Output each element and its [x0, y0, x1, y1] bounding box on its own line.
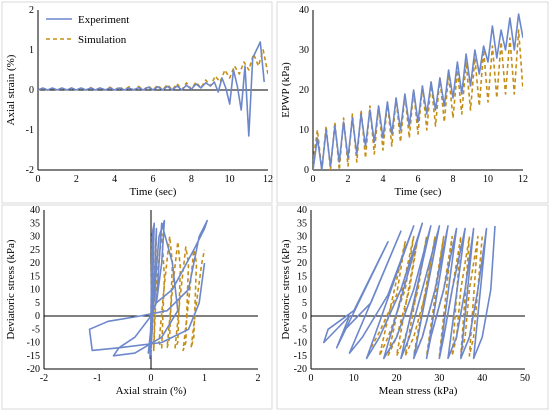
x-tick-label: 8 — [189, 174, 194, 185]
x-tick-label: 50 — [520, 373, 530, 384]
y-tick-label: 30 — [30, 232, 40, 243]
y-tick-label: 10 — [299, 125, 309, 136]
chart-panel-top-right: 0 2 4 6 8 10 12 0 10 20 30 40 Time (sec) EPWP (kPa) — [276, 1, 549, 204]
x-tick-label: 20 — [392, 373, 402, 384]
y-axis-label: Deviatoric stress (kPa) — [5, 239, 17, 340]
y-tick-label: 0 — [302, 311, 307, 322]
y-tick-label: 1 — [29, 45, 34, 56]
series-line-simulation — [38, 49, 268, 91]
y-tick-label: -10 — [27, 338, 40, 349]
chart-panel-bottom-right: 0 10 20 30 40 50 -20 -15 -10 -5 0 5 10 15 20 25 30 35 40 Me… — [276, 204, 549, 410]
y-tick-label: -20 — [294, 364, 307, 375]
x-tick-label: 6 — [151, 174, 156, 185]
y-tick-label: 0 — [304, 165, 309, 176]
y-tick-label: 30 — [299, 45, 309, 56]
y-tick-label: 15 — [297, 271, 307, 282]
y-tick-label: -5 — [299, 324, 307, 335]
panel-frame — [1, 1, 273, 204]
chart-panel-bottom-left: -2 -1 0 1 2-20-15-10-50510152025303540Axial … — [1, 204, 273, 410]
x-axis-label: Axial strain (%) — [116, 385, 187, 397]
x-tick-label: 0 — [149, 373, 154, 384]
y-tick-label: 15 — [30, 271, 40, 282]
x-tick-label: 10 — [349, 373, 359, 384]
y-tick-label: -10 — [294, 338, 307, 349]
x-tick-label: 10 — [225, 174, 235, 185]
x-tick-label: 1 — [202, 373, 207, 384]
y-tick-label: 10 — [30, 285, 40, 296]
x-tick-label: 2 — [74, 174, 79, 185]
panel-frame — [276, 204, 549, 410]
x-tick-label: 4 — [112, 174, 117, 185]
y-axis-label: Axial strain (%) — [5, 54, 17, 125]
x-tick-label: -1 — [93, 373, 101, 384]
x-tick-label: 0 — [311, 174, 316, 185]
x-tick-label: 40 — [477, 373, 487, 384]
y-tick-label: -1 — [26, 125, 34, 136]
y-tick-label: 2 — [29, 5, 34, 16]
series-line-simulation — [313, 29, 523, 170]
legend-label-simulation: Simulation — [78, 34, 127, 46]
y-axis-label: Deviatoric stress (kPa) — [280, 239, 292, 340]
x-tick-label: 2 — [346, 174, 351, 185]
y-tick-label: -15 — [294, 351, 307, 362]
x-axis-label: Mean stress (kPa) — [379, 385, 458, 397]
x-tick-label: 12 — [518, 174, 528, 185]
x-tick-label: 10 — [483, 174, 493, 185]
y-tick-label: 5 — [302, 298, 307, 309]
y-tick-label: 10 — [297, 285, 307, 296]
y-tick-label: 40 — [30, 205, 40, 216]
x-tick-label: 2 — [256, 373, 261, 384]
y-tick-label: 20 — [30, 258, 40, 269]
legend-label-experiment: Experiment — [78, 14, 129, 26]
y-tick-label: 25 — [297, 245, 307, 256]
y-tick-label: 40 — [299, 5, 309, 16]
x-tick-label: 4 — [381, 174, 386, 185]
x-tick-label: 12 — [263, 174, 273, 185]
series-line-experiment — [322, 222, 496, 360]
x-tick-label: -2 — [40, 373, 48, 384]
x-tick-label: 30 — [434, 373, 444, 384]
y-tick-label: -5 — [32, 324, 40, 335]
y-tick-label: -2 — [26, 165, 34, 176]
y-tick-label: 20 — [299, 85, 309, 96]
series-line-experiment — [38, 41, 265, 137]
series-line-experiment — [313, 13, 523, 170]
y-axis-label: EPWP (kPa) — [280, 62, 292, 118]
y-tick-label: 30 — [297, 232, 307, 243]
y-tick-label: 0 — [35, 311, 40, 322]
y-tick-label: 35 — [297, 218, 307, 229]
x-tick-label: 8 — [451, 174, 456, 185]
x-tick-label: 0 — [309, 373, 314, 384]
panel-frame — [1, 204, 273, 410]
legend: Experiment Simulation — [46, 14, 129, 46]
y-tick-label: 40 — [297, 205, 307, 216]
y-tick-label: 5 — [35, 298, 40, 309]
y-tick-label: 0 — [29, 85, 34, 96]
x-axis-label: Time (sec) — [395, 186, 442, 198]
series-line-experiment — [88, 219, 208, 360]
y-tick-label: -15 — [27, 351, 40, 362]
panel-frame — [276, 1, 549, 204]
y-tick-label: 25 — [30, 245, 40, 256]
y-tick-label: -20 — [27, 364, 40, 375]
x-axis-label: Time (sec) — [130, 186, 177, 198]
y-tick-label: 35 — [30, 218, 40, 229]
x-tick-label: 0 — [36, 174, 41, 185]
x-tick-label: 6 — [416, 174, 421, 185]
y-tick-label: 20 — [297, 258, 307, 269]
